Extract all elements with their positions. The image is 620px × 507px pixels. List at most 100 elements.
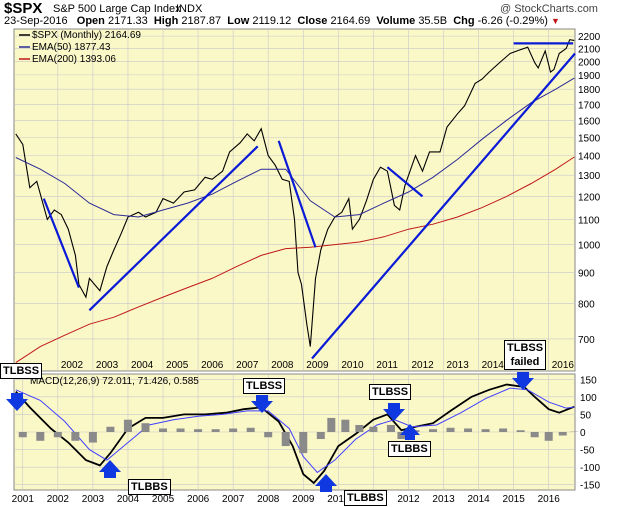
price-ytick-label: 700	[578, 335, 595, 346]
macd-ytick-label: -100	[580, 463, 600, 474]
histogram-bar	[299, 432, 308, 454]
up-arrow-2009	[315, 474, 337, 492]
price-xtick-label: 2007	[236, 360, 259, 371]
histogram-bar	[88, 432, 97, 443]
macd-xtick-label: 2002	[47, 494, 70, 505]
quote-line: 23-Sep-2016 Open 2171.33 High 2187.87 Lo…	[4, 15, 560, 27]
series-trendline-2003-2007	[88, 145, 259, 312]
callout-tlbss-failed: TLBSS failed	[504, 340, 547, 370]
macd-xtick-label: 2003	[82, 494, 105, 505]
price-xtick-label: 2014	[482, 360, 505, 371]
symbol-title: $SPX	[4, 0, 43, 17]
macd-ytick-label: -150	[580, 481, 600, 492]
callout-tlbss-2007: TLBSS	[243, 378, 286, 394]
macd-ytick-label: 0	[580, 428, 586, 439]
macd-xtick-label: 2014	[467, 494, 490, 505]
price-ytick-label: 1600	[578, 116, 601, 127]
price-ytick-label: 2200	[578, 32, 601, 43]
close-value: 2164.69	[330, 15, 371, 27]
price-xtick-label: 2004	[131, 360, 154, 371]
signal-arrows	[6, 372, 534, 492]
histogram-bar	[481, 429, 490, 432]
series-macd	[15, 383, 575, 485]
macd-xtick-label: 2009	[292, 494, 315, 505]
histogram-bar	[316, 432, 325, 440]
macd-xtick-label: 2001	[12, 494, 35, 505]
histogram-bar	[516, 430, 525, 432]
price-ytick-label: 900	[578, 268, 595, 279]
callout-tlbbs-2009: TLBBS	[344, 490, 387, 506]
series--spx-monthly-	[15, 39, 575, 347]
histogram-bar	[341, 419, 350, 432]
series-ema-50-	[15, 77, 575, 218]
price-ytick-label: 1500	[578, 133, 601, 144]
up-arrow-2012	[400, 424, 420, 440]
chg-value: -6.26 (-0.29%)	[477, 15, 548, 27]
legend-ema50: EMA(50) 1877.43	[32, 42, 111, 53]
histogram-bar	[499, 428, 508, 432]
price-xtick-label: 2013	[447, 360, 470, 371]
price-xtick-label: 2009	[306, 360, 329, 371]
macd-ytick-label: 100	[580, 393, 597, 404]
series-trendline-2011	[386, 166, 424, 198]
histogram-bar	[327, 417, 336, 432]
histogram-bar	[397, 432, 406, 440]
histogram-bar	[141, 423, 150, 432]
histogram-bar	[211, 429, 220, 432]
macd-xtick-label: 2012	[397, 494, 420, 505]
callout-tlbbs-2003: TLBBS	[128, 479, 171, 495]
price-xtick-label: 2012	[411, 360, 434, 371]
histogram-bar	[264, 432, 273, 438]
histogram-bar	[123, 419, 132, 432]
quote-date: 23-Sep-2016	[4, 15, 68, 27]
histogram-bar	[71, 432, 80, 441]
price-panel-bg	[13, 28, 576, 372]
callout-tlbss-failed-line1: TLBSS	[507, 342, 544, 354]
histogram-bar	[446, 427, 455, 432]
macd-ytick-label: 50	[580, 410, 592, 421]
histogram-bar	[369, 426, 378, 432]
close-label: Close	[297, 15, 328, 27]
price-xtick-label: 2011	[376, 360, 398, 371]
low-value: 2119.12	[252, 15, 292, 27]
histogram-bar	[53, 432, 62, 438]
histogram-bar	[176, 428, 185, 432]
chg-label: Chg	[453, 15, 475, 27]
series-trendline-2000	[42, 198, 80, 289]
histogram-bar	[558, 432, 567, 436]
histogram-bar	[106, 426, 115, 432]
low-label: Low	[227, 15, 250, 27]
series-trendline-2008	[277, 140, 317, 248]
open-label: Open	[76, 15, 105, 27]
down-arrow-2011	[383, 403, 405, 421]
volume-label: Volume	[376, 15, 416, 27]
series-ema-200-	[15, 156, 575, 364]
exchange-name: INDX	[176, 3, 203, 15]
price-xtick-label: 2005	[166, 360, 189, 371]
price-xtick-label: 2003	[96, 360, 119, 371]
macd-xtick-label: 2006	[187, 494, 210, 505]
histogram-bar	[281, 432, 290, 447]
callout-tlbss-2011: TLBSS	[369, 384, 412, 400]
histogram-bar	[530, 432, 539, 438]
down-arrow-2000	[6, 393, 28, 411]
legend-ema200: EMA(200) 1393.06	[32, 54, 116, 65]
watermark: @ StockCharts.com	[500, 3, 598, 15]
price-ytick-label: 1800	[578, 85, 601, 96]
price-ytick-label: 1700	[578, 100, 601, 111]
price-ytick-label: 1900	[578, 71, 601, 82]
macd-ytick-label: 150	[580, 375, 597, 386]
price-ytick-label: 2000	[578, 57, 601, 68]
callout-tlbbs-2012: TLBBS	[388, 441, 431, 457]
macd-ytick-label: -50	[580, 446, 595, 457]
price-xtick-label: 2006	[201, 360, 224, 371]
down-arrow-2015	[512, 372, 534, 390]
macd-xtick-label: 2013	[432, 494, 455, 505]
price-ytick-label: 1400	[578, 152, 601, 163]
down-triangle-icon: ▼	[551, 16, 560, 26]
macd-xtick-label: 2016	[538, 494, 561, 505]
histogram-bar	[18, 432, 27, 438]
price-ytick-label: 1100	[578, 215, 600, 226]
